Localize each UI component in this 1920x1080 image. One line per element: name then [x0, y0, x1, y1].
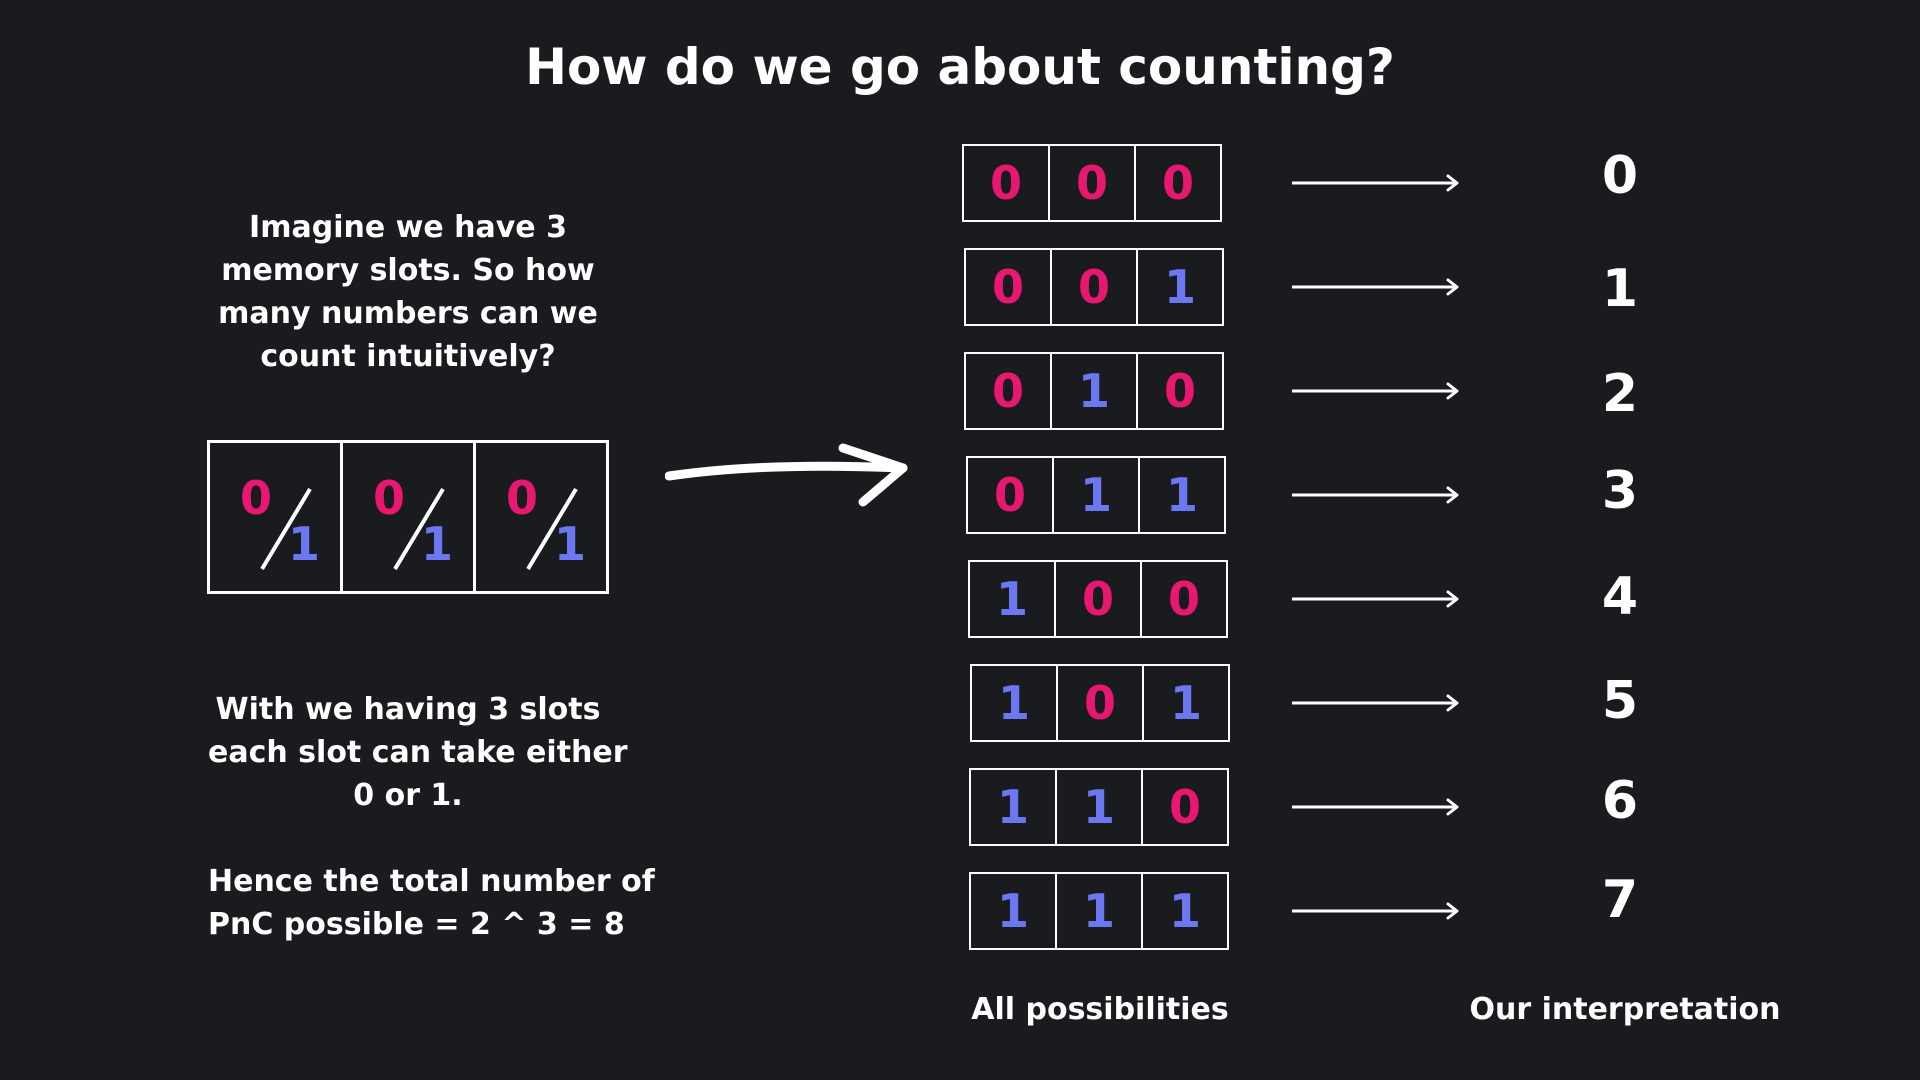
bit-cell: 0: [1050, 146, 1136, 220]
bit-cell: 1: [972, 666, 1058, 740]
explanation-line: each slot can take either: [208, 735, 628, 770]
slot-zero-digit: 0: [506, 471, 539, 525]
bit-cell: 1: [971, 770, 1057, 844]
bit-cell: 0: [964, 146, 1050, 220]
explanation-text: With we having 3 slots each slot can tak…: [208, 688, 628, 817]
memory-slot: 0 1: [210, 443, 343, 591]
right-arrow-icon: [1292, 382, 1459, 400]
right-arrow-icon: [1292, 486, 1459, 504]
right-arrow-icon: [1292, 174, 1459, 192]
slash-icon: [260, 487, 312, 571]
bit-cell: 0: [1167, 572, 1200, 626]
bit-cell: 0: [968, 458, 1054, 532]
slash-icon: [526, 487, 578, 571]
bit-cell: 1: [970, 562, 1056, 636]
right-arrow-icon: [1292, 798, 1459, 816]
conclusion-line: PnC possible = 2 ^ 3 = 8: [208, 907, 625, 942]
bit-cell: 1: [1054, 458, 1140, 532]
bit-cell: 1: [1052, 354, 1138, 428]
right-arrow-icon: [1292, 590, 1459, 608]
bit-cell: 0: [1058, 666, 1144, 740]
interpreted-value: 5: [1601, 671, 1639, 731]
intro-text: Imagine we have 3 memory slots. So how m…: [208, 206, 608, 378]
bit-cell: 1: [1169, 676, 1202, 730]
right-arrow-icon: [1292, 902, 1459, 920]
bit-cell: 0: [1161, 156, 1194, 210]
slot-one-digit: 1: [288, 517, 321, 571]
explanation-line: With we having 3 slots: [215, 692, 601, 727]
conclusion-line: Hence the total number of: [208, 864, 655, 899]
bit-cell: 0: [1056, 562, 1142, 636]
slash-icon: [393, 487, 445, 571]
intro-line: many numbers can we: [218, 296, 598, 331]
interpreted-value: 4: [1601, 567, 1639, 627]
conclusion-text: Hence the total number of PnC possible =…: [208, 860, 655, 946]
interpreted-value: 3: [1601, 461, 1639, 521]
intro-line: count intuitively?: [260, 339, 556, 374]
page-title: How do we go about counting?: [525, 38, 1395, 96]
bit-cell: 1: [971, 874, 1057, 948]
slot-zero-digit: 0: [373, 471, 406, 525]
bit-cell: 0: [1052, 250, 1138, 324]
big-right-arrow-icon: [665, 443, 908, 507]
bit-cell: 1: [1165, 468, 1198, 522]
bit-cell: 0: [966, 354, 1052, 428]
interpreted-value: 2: [1601, 364, 1639, 424]
bit-cell: 0: [966, 250, 1052, 324]
memory-slot: 0 1: [476, 443, 606, 591]
interpreted-value: 7: [1601, 870, 1639, 930]
memory-slots-diagram: 0 1 0 1 0 1: [207, 440, 609, 594]
interpreted-value: 6: [1601, 771, 1639, 831]
slot-one-digit: 1: [554, 517, 587, 571]
bit-cell: 1: [1163, 260, 1196, 314]
intro-line: Imagine we have 3: [249, 210, 567, 245]
possibilities-caption: All possibilities: [971, 992, 1229, 1027]
interpreted-value: 1: [1601, 259, 1639, 319]
intro-line: memory slots. So how: [221, 253, 595, 288]
bit-cell: 0: [1168, 780, 1201, 834]
bit-cell: 0: [1163, 364, 1196, 418]
slot-one-digit: 1: [421, 517, 454, 571]
bit-cell: 1: [1168, 884, 1201, 938]
right-arrow-icon: [1292, 278, 1459, 296]
bit-cell: 1: [1057, 770, 1143, 844]
interpreted-value: 0: [1601, 146, 1639, 206]
right-arrow-icon: [1292, 694, 1459, 712]
interpretation-caption: Our interpretation: [1469, 992, 1781, 1027]
memory-slot: 0 1: [343, 443, 476, 591]
bit-cell: 1: [1057, 874, 1143, 948]
explanation-line: 0 or 1.: [353, 778, 463, 813]
slot-zero-digit: 0: [240, 471, 273, 525]
